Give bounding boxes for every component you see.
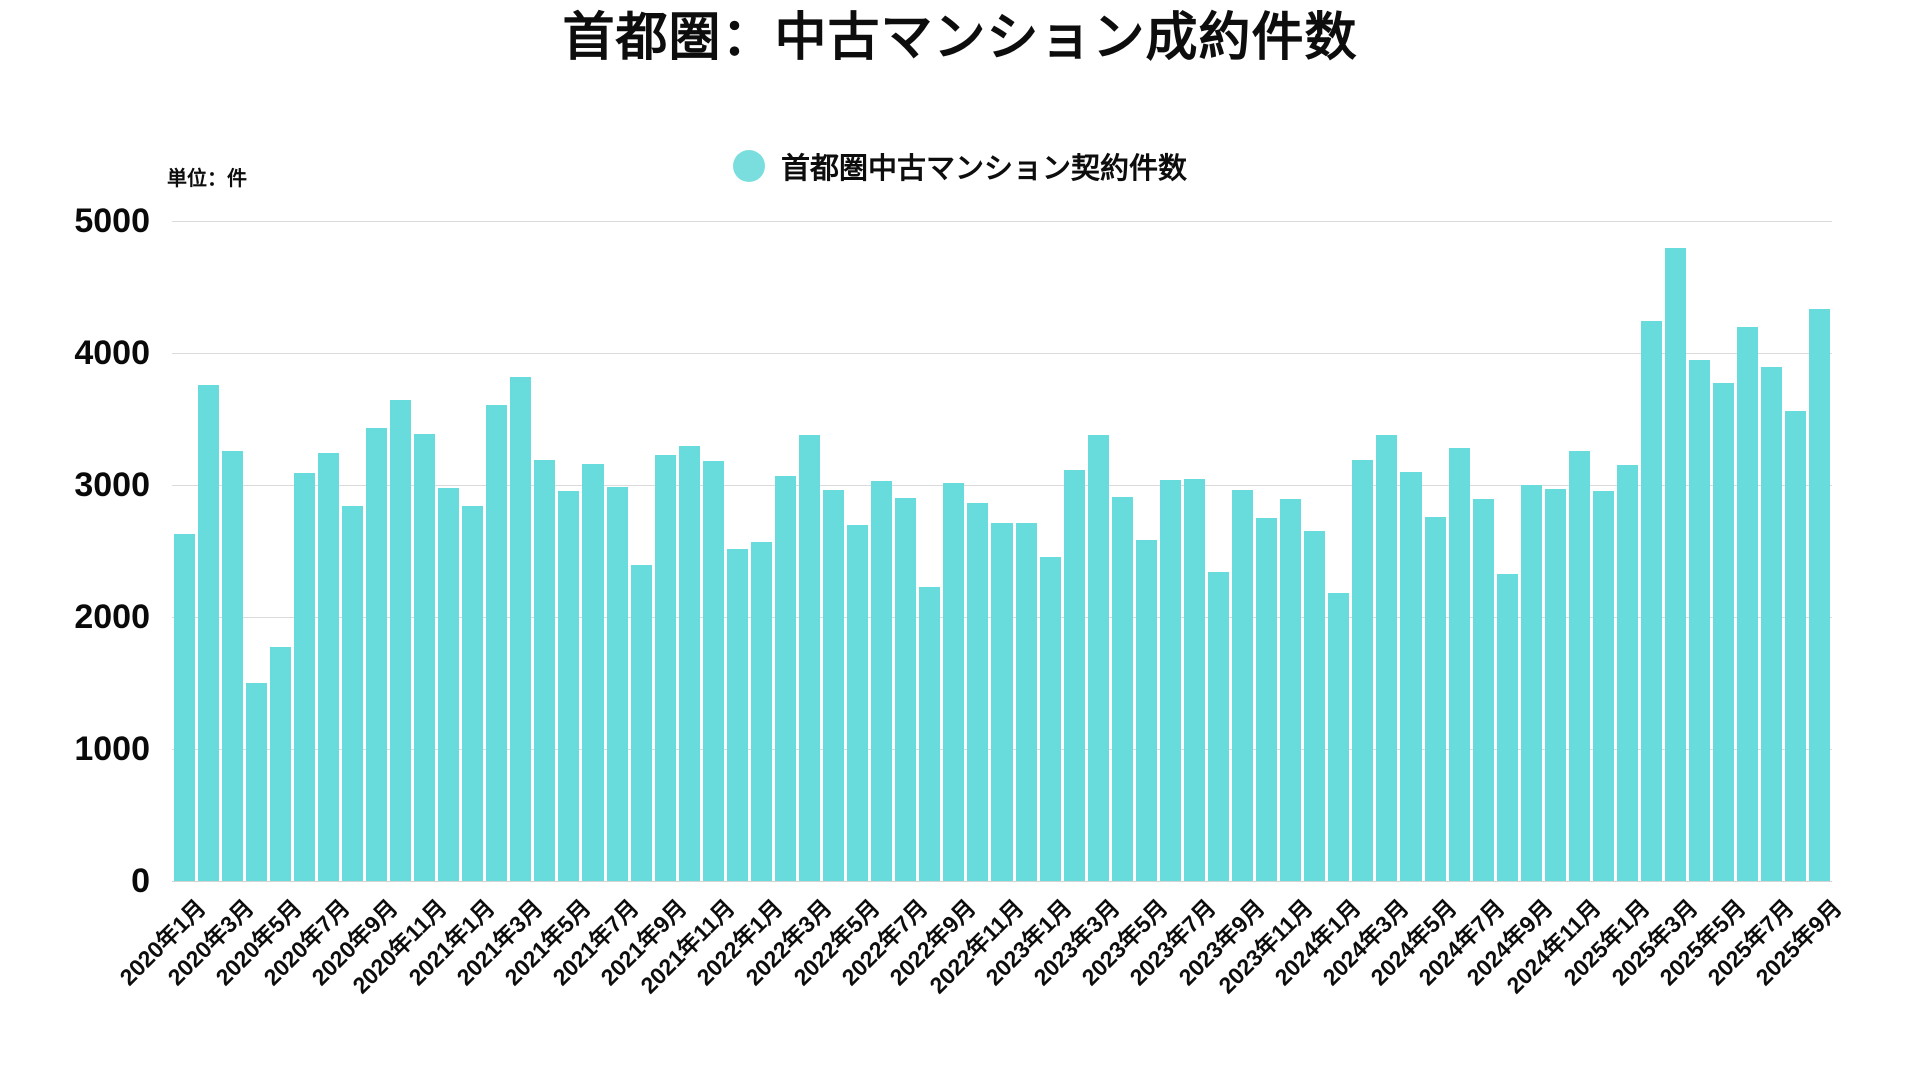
bar-2022年3月 [799,434,821,881]
bar-2022年8月 [919,587,941,881]
bar-2024年6月 [1448,447,1470,881]
bar-2022年5月 [847,525,869,881]
bar-2024年10月 [1544,488,1566,881]
bar-2021年9月 [654,454,676,881]
bar-2022年7月 [895,497,917,881]
bar-2023年8月 [1207,572,1230,881]
bar-2023年9月 [1232,490,1254,881]
bar-2023年2月 [1063,470,1085,881]
bar-2020年11月 [414,433,436,881]
bar-2021年2月 [486,405,508,881]
bar-2024年12月 [1592,490,1614,881]
bar-2023年4月 [1111,497,1133,881]
bar-2020年12月 [438,488,460,881]
bar-2022年12月 [1015,522,1037,881]
bar-2023年1月 [1039,557,1061,881]
bar-2025年1月 [1616,465,1639,881]
bar-2021年3月 [510,377,532,881]
bar-2024年4月 [1400,472,1422,881]
bar-2021年5月 [558,491,580,881]
bar-2020年6月 [293,473,315,881]
bar-2024年1月 [1328,593,1350,881]
y-tick-label-2000: 2000 [74,598,150,636]
bar-2025年6月 [1737,327,1759,881]
y-tick-label-0: 0 [131,862,150,900]
bar-2022年6月 [871,480,893,881]
bar-2023年7月 [1183,478,1205,881]
bar-2024年8月 [1496,573,1518,881]
legend-label: 首都圏中古マンション契約件数 [780,153,1187,185]
bar-2024年7月 [1472,499,1494,881]
bar-2023年12月 [1304,531,1326,881]
bar-2020年1月 [173,533,195,881]
bar-2020年4月 [245,683,267,881]
bar-2025年7月 [1761,367,1783,881]
gridline-3000 [172,484,1832,486]
bar-2023年10月 [1256,518,1278,881]
bar-2024年11月 [1568,451,1590,881]
bar-2024年9月 [1520,485,1542,881]
legend: 首都圏中古マンション契約件数 [0,146,1920,186]
bar-2020年5月 [269,647,291,881]
bar-2021年10月 [678,446,700,881]
bar-2021年12月 [726,549,748,881]
bar-2023年11月 [1280,498,1302,881]
bar-2023年5月 [1135,540,1157,881]
bar-2020年3月 [221,451,243,881]
bar-2022年11月 [991,522,1013,881]
y-tick-label-4000: 4000 [74,334,150,372]
bar-2024年2月 [1352,460,1374,881]
chart-title: 首都圏：中古マンション成約件数 [562,9,1358,67]
bar-2025年4月 [1689,359,1711,881]
bar-2020年8月 [341,505,363,881]
bar-2022年2月 [774,476,796,881]
plot-area [172,220,1832,882]
gridline-0 [172,880,1832,882]
legend-marker-icon [732,150,765,182]
gridline-5000 [172,220,1832,222]
bar-2021年11月 [702,460,724,881]
bar-2025年5月 [1713,382,1735,881]
bar-2025年2月 [1641,320,1663,881]
bar-2025年8月 [1785,411,1807,881]
y-tick-label-1000: 1000 [74,730,150,768]
y-tick-label-3000: 3000 [74,466,150,504]
bar-2023年3月 [1087,434,1109,881]
y-tick-label-5000: 5000 [74,202,150,240]
bar-2020年10月 [390,399,412,881]
bar-2022年9月 [943,482,965,881]
axis-unit-label: 単位：件 [167,168,247,190]
bar-2024年5月 [1424,517,1446,881]
bar-2020年2月 [197,385,219,881]
gridline-4000 [172,352,1832,354]
bar-2022年4月 [823,489,845,881]
bar-2020年7月 [317,452,339,881]
bar-2024年3月 [1376,435,1398,881]
bar-2021年6月 [582,463,604,881]
bar-2020年9月 [365,427,387,881]
bar-2021年1月 [462,506,484,881]
bar-2022年1月 [750,542,772,881]
bar-2021年4月 [534,459,556,881]
bar-2025年9月 [1809,309,1831,881]
bar-2021年7月 [606,487,628,881]
bar-2025年3月 [1665,247,1687,881]
bar-2021年8月 [630,565,652,881]
bar-2022年10月 [967,503,989,881]
bar-2023年6月 [1159,480,1181,881]
